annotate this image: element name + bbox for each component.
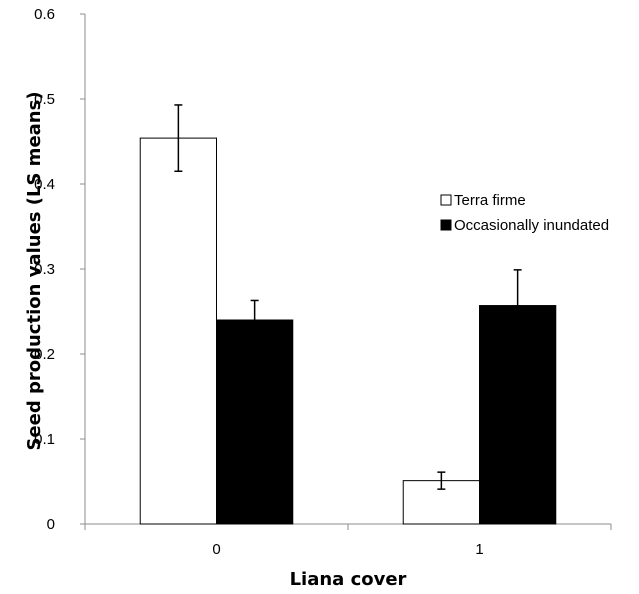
legend: Terra firme Occasionally inundated xyxy=(440,192,609,234)
x-tick-label: 1 xyxy=(475,541,483,558)
y-tick-label: 0.5 xyxy=(34,91,55,108)
x-tick-label: 0 xyxy=(212,541,220,558)
bar xyxy=(479,305,557,525)
legend-swatch xyxy=(440,194,452,206)
y-tick-label: 0.1 xyxy=(34,431,55,448)
bar xyxy=(139,137,217,525)
y-tick-label: 0.2 xyxy=(34,346,55,363)
y-axis-title: Seed production values (LS means) xyxy=(24,91,45,450)
y-axis: 0 0.1 0.2 0.3 0.4 0.5 0.6 xyxy=(34,6,86,533)
legend-swatch xyxy=(440,219,452,231)
bars xyxy=(139,137,557,525)
y-tick-label: 0.6 xyxy=(34,6,55,23)
bar xyxy=(216,319,294,525)
x-axis-title: Liana cover xyxy=(290,569,407,590)
y-tick-label: 0.3 xyxy=(34,261,55,278)
y-tick-label: 0 xyxy=(47,516,55,533)
error-bars xyxy=(174,104,522,490)
legend-label: Occasionally inundated xyxy=(454,217,609,234)
legend-label: Terra firme xyxy=(454,192,526,209)
y-tick-label: 0.4 xyxy=(34,176,55,193)
